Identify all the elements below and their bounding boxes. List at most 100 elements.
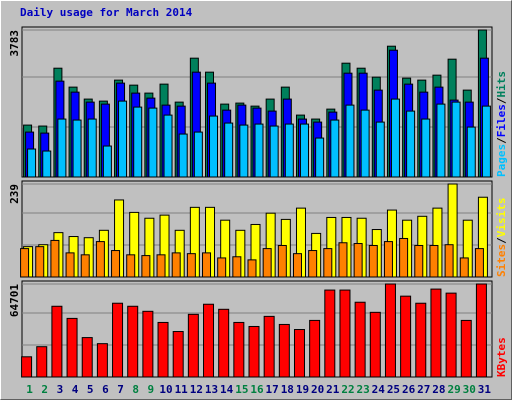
bar bbox=[315, 137, 325, 178]
bar bbox=[218, 308, 230, 378]
bar bbox=[102, 145, 112, 178]
legend: Sites/Visits bbox=[495, 198, 508, 278]
bar bbox=[217, 257, 227, 278]
x-tick-label: 21 bbox=[326, 383, 340, 396]
bar bbox=[95, 241, 105, 278]
bar bbox=[330, 119, 340, 178]
bar bbox=[466, 126, 476, 178]
bar bbox=[141, 255, 151, 278]
bar bbox=[308, 250, 318, 278]
bar bbox=[369, 311, 381, 378]
bar bbox=[127, 305, 139, 378]
legend-separator: / bbox=[495, 97, 508, 104]
bar bbox=[293, 329, 305, 378]
legend: KBytes bbox=[495, 337, 508, 377]
bar bbox=[72, 119, 82, 178]
bar bbox=[474, 248, 484, 278]
bar bbox=[415, 302, 427, 378]
bar bbox=[156, 254, 166, 278]
bar bbox=[309, 319, 321, 378]
x-tick-label: 25 bbox=[387, 383, 400, 396]
x-tick-label: 12 bbox=[190, 383, 203, 396]
bar bbox=[81, 337, 93, 378]
x-tick-label: 4 bbox=[72, 383, 79, 396]
bar bbox=[142, 310, 154, 378]
bar bbox=[277, 244, 287, 278]
bar bbox=[187, 313, 199, 378]
bar bbox=[354, 301, 366, 378]
bar bbox=[96, 343, 108, 378]
bar bbox=[299, 123, 309, 178]
bar bbox=[269, 125, 279, 178]
bar bbox=[66, 317, 78, 378]
bar bbox=[65, 252, 75, 278]
bar bbox=[459, 257, 469, 278]
bar bbox=[27, 148, 37, 178]
bar bbox=[80, 254, 90, 278]
bar bbox=[429, 244, 439, 278]
x-tick-label: 20 bbox=[311, 383, 324, 396]
bar bbox=[171, 252, 181, 278]
bar bbox=[345, 104, 355, 178]
bar bbox=[430, 288, 442, 378]
legend-entry: Visits bbox=[495, 198, 508, 238]
bar bbox=[414, 244, 424, 278]
bar bbox=[262, 248, 272, 278]
bar bbox=[193, 131, 203, 178]
bar bbox=[338, 242, 348, 278]
bar bbox=[421, 118, 431, 178]
bar bbox=[481, 105, 491, 178]
x-tick-label: 28 bbox=[432, 383, 445, 396]
bar bbox=[163, 114, 173, 178]
bar bbox=[178, 133, 188, 178]
x-tick-label: 7 bbox=[117, 383, 124, 396]
bar bbox=[232, 256, 242, 278]
bar bbox=[57, 118, 67, 178]
bar bbox=[263, 315, 275, 378]
bar bbox=[133, 106, 143, 178]
x-tick-label: 24 bbox=[372, 383, 386, 396]
x-tick-label: 30 bbox=[463, 383, 476, 396]
bar bbox=[21, 356, 33, 378]
bar bbox=[186, 253, 196, 278]
bar bbox=[475, 283, 487, 378]
x-tick-label: 11 bbox=[175, 383, 189, 396]
bar bbox=[35, 246, 45, 278]
bar bbox=[112, 302, 124, 378]
bar bbox=[360, 109, 370, 178]
bar bbox=[451, 101, 461, 178]
bar bbox=[390, 98, 400, 178]
y-tick-label: 3783 bbox=[8, 30, 21, 57]
bar bbox=[436, 103, 446, 178]
bar bbox=[224, 122, 234, 178]
x-tick-label: 14 bbox=[220, 383, 234, 396]
x-tick-label: 1 bbox=[26, 383, 33, 396]
bar bbox=[248, 325, 260, 378]
x-tick-label: 23 bbox=[357, 383, 370, 396]
bar bbox=[400, 295, 412, 378]
legend-entry: Hits bbox=[495, 71, 508, 98]
x-tick-label: 15 bbox=[235, 383, 248, 396]
bar bbox=[284, 123, 294, 178]
legend: Pages/Files/Hits bbox=[495, 71, 508, 177]
bar bbox=[460, 319, 472, 378]
bar bbox=[353, 243, 363, 278]
bar bbox=[202, 252, 212, 278]
bar bbox=[384, 283, 396, 378]
x-tick-label: 19 bbox=[296, 383, 309, 396]
bar bbox=[383, 241, 393, 278]
legend-entry: Files bbox=[495, 104, 508, 137]
x-tick-label: 31 bbox=[478, 383, 492, 396]
bar bbox=[444, 244, 454, 278]
bar bbox=[278, 323, 290, 378]
x-tick-label: 26 bbox=[402, 383, 416, 396]
x-tick-label: 9 bbox=[148, 383, 155, 396]
bar bbox=[233, 321, 245, 378]
bar bbox=[51, 305, 63, 378]
bar bbox=[209, 115, 219, 178]
x-tick-label: 16 bbox=[250, 383, 264, 396]
bar bbox=[368, 244, 378, 278]
x-tick-label: 5 bbox=[87, 383, 94, 396]
